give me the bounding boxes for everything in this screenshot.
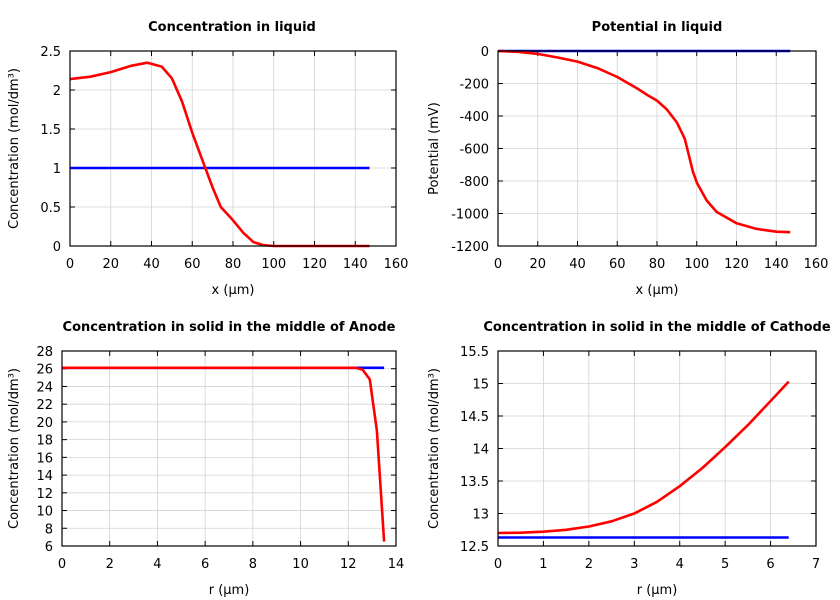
plot-frame	[69, 50, 397, 247]
x-tick-label: 0	[494, 557, 502, 572]
plot-frame	[497, 350, 817, 547]
y-tick-label: 2	[53, 84, 61, 99]
x-tick-label: 12	[340, 557, 357, 572]
x-tick-label: 4	[676, 557, 684, 572]
x-tick-label: 0	[58, 557, 66, 572]
y-tick-label: 6	[45, 540, 53, 555]
x-axis-label: x (µm)	[212, 283, 255, 298]
x-tick-label: 120	[302, 257, 327, 272]
x-tick-label: 2	[585, 557, 593, 572]
x-axis-label: r (µm)	[209, 583, 250, 598]
y-tick-label: 2.5	[40, 45, 61, 60]
y-tick-label: 0	[481, 45, 489, 60]
chart-title: Potential in liquid	[592, 20, 723, 35]
x-tick-label: 8	[249, 557, 257, 572]
subplot-2: 0 20 40 60 80 100 120 140 160 -1200 -1000 -800 -600 -…	[427, 20, 828, 298]
y-axis-label: Potential (mV)	[427, 102, 442, 195]
x-tick-label: 60	[184, 257, 201, 272]
y-axis-label: Concentration (mol/dm³)	[7, 68, 22, 229]
x-tick-label: 3	[630, 557, 638, 572]
y-tick-label: 22	[36, 398, 53, 413]
y-tick-label: 13	[472, 508, 489, 523]
x-tick-label: 100	[684, 257, 709, 272]
x-tick-label: 120	[724, 257, 749, 272]
series-line-red	[497, 49, 791, 234]
y-tick-label: 28	[36, 345, 53, 360]
y-tick-label: 20	[36, 416, 53, 431]
y-tick-label: 15.5	[460, 345, 489, 360]
series-line-red	[497, 380, 790, 535]
y-tick-label: 1	[53, 162, 61, 177]
y-tick-label: 0	[53, 240, 61, 255]
x-tick-label: 160	[384, 257, 409, 272]
y-tick-label: 8	[45, 522, 53, 537]
x-tick-label: 7	[812, 557, 820, 572]
y-tick-label: 10	[36, 505, 53, 520]
x-axis-label: r (µm)	[637, 583, 678, 598]
x-tick-label: 100	[261, 257, 286, 272]
plot-frame	[61, 350, 397, 547]
y-axis-label: Concentration (mol/dm³)	[427, 368, 442, 529]
subplot-3: 0 2 4 6 8 10 12 146810121416182022242628Concent…	[7, 320, 404, 598]
chart-title: Concentration in solid in the middle of …	[63, 320, 396, 335]
x-axis-label: x (µm)	[636, 283, 679, 298]
y-tick-label: 1.5	[40, 123, 61, 138]
y-axis-label: Concentration (mol/dm³)	[7, 368, 22, 529]
x-tick-label: 2	[106, 557, 114, 572]
x-tick-label: 0	[494, 257, 502, 272]
x-tick-label: 5	[721, 557, 729, 572]
y-tick-label: -400	[459, 110, 489, 125]
y-tick-label: 16	[36, 451, 53, 466]
y-tick-label: -200	[459, 78, 489, 93]
x-tick-label: 1	[539, 557, 547, 572]
x-tick-label: 20	[529, 257, 546, 272]
x-tick-label: 80	[225, 257, 242, 272]
y-tick-label: 14	[36, 469, 53, 484]
subplot-1: 0 20 40 60 80 100 120 140 160 0 0.5 1 1.5 2 2.5 Concent…	[7, 20, 408, 298]
chart-title: Concentration in solid in the middle of …	[483, 320, 831, 335]
x-tick-label: 140	[764, 257, 789, 272]
series-line-red	[62, 366, 386, 542]
x-tick-label: 6	[766, 557, 774, 572]
x-tick-label: 6	[201, 557, 209, 572]
y-tick-label: 14	[472, 443, 489, 458]
x-tick-label: 80	[649, 257, 666, 272]
y-tick-label: -1000	[451, 208, 489, 223]
y-tick-label: 15	[472, 378, 489, 393]
y-tick-label: -800	[459, 175, 489, 190]
x-tick-label: 10	[292, 557, 309, 572]
y-tick-label: 26	[36, 363, 53, 378]
x-tick-label: 0	[66, 257, 74, 272]
series-line-red	[69, 61, 370, 248]
y-tick-label: 12	[36, 487, 53, 502]
plot-frame	[497, 50, 817, 247]
y-tick-label: 18	[36, 434, 53, 449]
x-tick-label: 160	[804, 257, 829, 272]
x-tick-label: 4	[153, 557, 161, 572]
subplot-4: 0 1 2 3 4 5 6 7 12.5 13 13.5 14 14.5 15 15.5 Concentrat…	[427, 320, 831, 598]
x-tick-label: 60	[609, 257, 626, 272]
y-tick-label: 13.5	[460, 475, 489, 490]
y-tick-label: 0.5	[40, 201, 61, 216]
x-tick-label: 40	[143, 257, 160, 272]
y-tick-label: -600	[459, 143, 489, 158]
y-tick-label: -1200	[451, 240, 489, 255]
y-tick-label: 12.5	[460, 540, 489, 555]
y-tick-label: 14.5	[460, 410, 489, 425]
chart-title: Concentration in liquid	[148, 20, 316, 35]
x-tick-label: 140	[343, 257, 368, 272]
y-tick-label: 24	[36, 380, 53, 395]
x-tick-label: 14	[388, 557, 405, 572]
x-tick-label: 40	[569, 257, 586, 272]
x-tick-label: 20	[102, 257, 119, 272]
